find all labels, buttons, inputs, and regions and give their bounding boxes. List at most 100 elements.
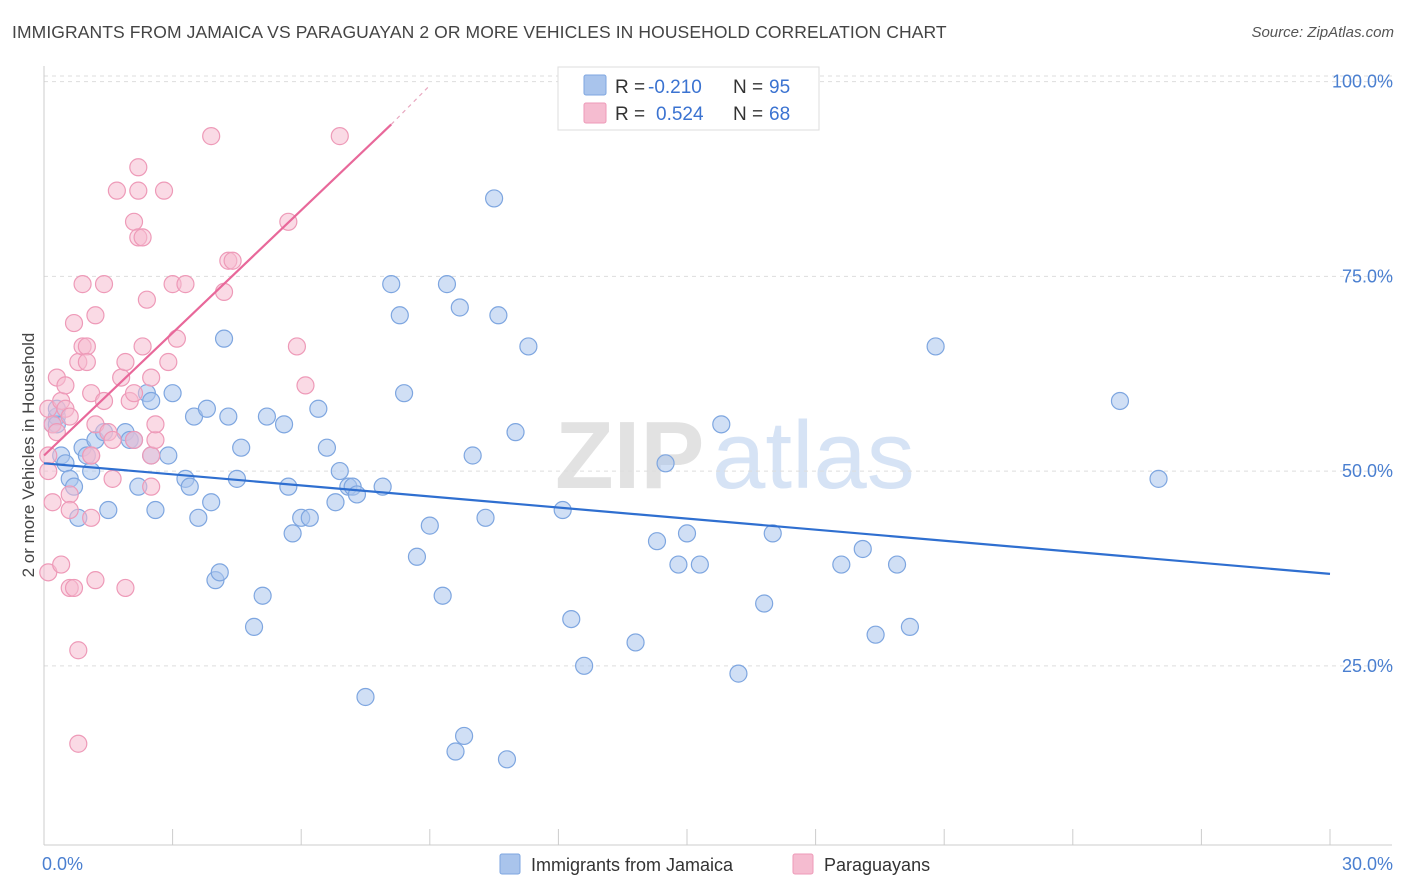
paraguayan-point — [116, 578, 135, 598]
jamaica-point — [317, 438, 337, 457]
stats-r-label-paraguayan: R = — [615, 104, 645, 125]
paraguayan-point — [103, 469, 122, 488]
paraguayan-point — [69, 641, 88, 660]
legend-label-paraguayan[interactable]: Paraguayans — [824, 855, 930, 875]
paraguayan-point — [103, 430, 122, 450]
stats-n-label-jamaica: N = — [733, 77, 763, 98]
jamaica-point — [506, 423, 525, 442]
paraguayan-point — [133, 228, 152, 247]
y-axis-label: 2 or more Vehicles in Household — [19, 333, 38, 578]
paraguayan-point — [64, 313, 84, 333]
jamaica-point — [232, 438, 251, 457]
jamaica-point — [433, 586, 452, 605]
jamaica-point — [656, 454, 675, 473]
paraguayan-point — [287, 337, 307, 356]
paraguayan-point — [124, 384, 144, 403]
stats-r-value-jamaica: -0.210 — [648, 77, 702, 98]
jamaica-point — [326, 493, 345, 512]
paraguayan-point — [129, 181, 148, 200]
paraguayan-point — [167, 329, 186, 348]
paraguayan-point — [107, 181, 126, 200]
jamaica-point — [180, 477, 199, 496]
jamaica-point — [244, 617, 264, 636]
jamaica-point — [562, 609, 581, 629]
jamaica-point — [142, 391, 161, 411]
paraguayan-point — [124, 430, 144, 450]
legend-label-jamaica[interactable]: Immigrants from Jamaica — [531, 855, 734, 875]
paraguayan-point — [60, 407, 79, 426]
paraguayan-point — [330, 127, 349, 146]
jamaica-point — [866, 625, 885, 644]
jamaica-point — [253, 586, 272, 605]
paraguayan-point — [176, 275, 195, 294]
paraguayan-point — [159, 352, 178, 372]
y-tick-label: 25.0% — [1342, 656, 1393, 676]
stats-legend-swatch-paraguayan — [583, 102, 607, 124]
paraguayan-point — [52, 555, 71, 574]
jamaica-point — [159, 446, 178, 465]
source-label: Source: ZipAtlas.com — [1251, 24, 1394, 41]
paraguayan-point — [137, 290, 156, 309]
chart-title: IMMIGRANTS FROM JAMAICA VS PARAGUAYAN 2 … — [12, 22, 947, 42]
paraguayan-point — [142, 477, 161, 496]
paraguayan-points — [39, 127, 349, 753]
paraguayan-point — [43, 493, 62, 512]
x-tick-label-max: 30.0% — [1342, 854, 1393, 874]
paraguayan-point — [69, 734, 88, 753]
jamaica-point — [437, 275, 457, 294]
paraguayan-point — [82, 508, 101, 527]
legend-swatch-paraguayan[interactable] — [792, 853, 814, 875]
paraguayan-point — [94, 275, 114, 294]
jamaica-point — [446, 742, 465, 761]
jamaica-point — [99, 500, 118, 520]
jamaica-point — [373, 477, 392, 496]
jamaica-point — [575, 656, 594, 675]
jamaica-point — [82, 461, 101, 481]
paraguayan-point — [39, 446, 58, 465]
jamaica-point — [712, 415, 731, 434]
jamaica-point — [497, 750, 517, 769]
jamaica-point — [202, 493, 221, 512]
jamaica-point — [146, 500, 165, 520]
jamaica-point — [476, 508, 495, 527]
paraguayan-point — [124, 212, 144, 231]
legend-swatch-jamaica[interactable] — [499, 853, 521, 875]
paraguayan-point — [116, 352, 135, 372]
jamaica-point — [356, 687, 375, 707]
jamaica-point — [1149, 469, 1168, 488]
jamaica-point — [189, 508, 208, 527]
paraguayan-point — [94, 391, 114, 411]
jamaica-point — [450, 298, 469, 317]
jamaica-point — [283, 524, 302, 543]
jamaica-point — [210, 563, 229, 582]
watermark-atlas: atlas — [712, 402, 915, 509]
paraguayan-point — [146, 415, 165, 434]
paraguayan-point — [214, 282, 234, 302]
y-tick-label: 50.0% — [1342, 461, 1393, 481]
jamaica-point — [407, 547, 427, 566]
paraguayan-point — [86, 571, 105, 590]
paraguayan-point — [73, 275, 92, 294]
paraguayan-point — [133, 337, 152, 356]
stats-n-label-paraguayan: N = — [733, 104, 763, 125]
jamaica-point — [553, 500, 572, 520]
jamaica-point — [1110, 391, 1130, 411]
jamaica-point — [677, 524, 697, 543]
paraguayan-point — [86, 306, 105, 325]
jamaica-point — [485, 189, 504, 208]
jamaica-point — [729, 664, 748, 683]
jamaica-trend-line — [43, 462, 1331, 576]
paraguayan-point — [64, 578, 84, 598]
jamaica-point — [669, 555, 688, 574]
jamaica-point — [330, 461, 349, 481]
y-tick-label: 75.0% — [1342, 266, 1393, 286]
jamaica-point — [489, 306, 508, 325]
y-tick-label: 100.0% — [1332, 72, 1393, 92]
stats-legend: R = -0.210 N = 95 R = 0.524 N = 68 — [557, 66, 820, 131]
jamaica-point — [347, 485, 367, 504]
x-tick-label-min: 0.0% — [42, 854, 83, 874]
jamaica-point — [926, 337, 945, 356]
jamaica-point — [519, 337, 538, 356]
watermark: ZIP atlas — [555, 402, 915, 509]
paraguayan-point — [60, 500, 79, 520]
